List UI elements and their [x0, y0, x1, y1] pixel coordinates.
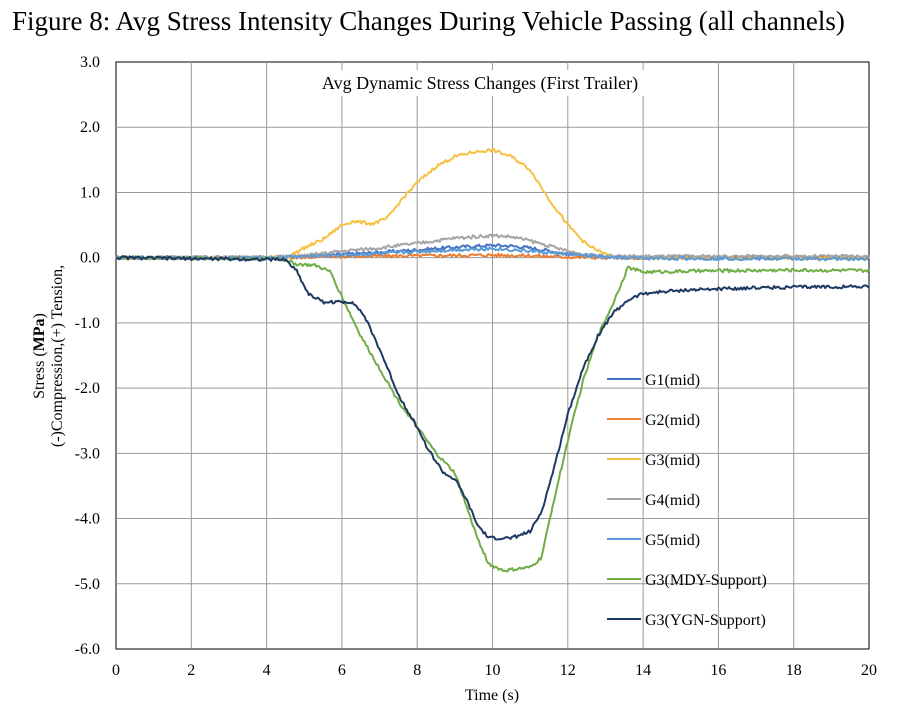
series-layer [115, 148, 870, 573]
x-axis-label: Time (s) [465, 687, 519, 704]
x-tick-label: 12 [560, 662, 576, 679]
legend-label: G3(mid) [645, 452, 700, 469]
legend-label: G3(MDY-Support) [645, 572, 767, 589]
legend-label: G5(mid) [645, 532, 700, 549]
x-tick-label: 6 [338, 662, 346, 679]
legend-label: G4(mid) [645, 492, 700, 509]
x-tick-label: 0 [112, 662, 120, 679]
figure-title: Figure 8: Avg Stress Intensity Changes D… [12, 6, 845, 36]
y-tick-label: -2.0 [75, 380, 100, 397]
x-tick-label: 4 [263, 662, 271, 679]
x-tick-label: 10 [485, 662, 501, 679]
y-tick-label: -1.0 [75, 315, 100, 332]
y-tick-label: -6.0 [75, 641, 100, 658]
plot-title: Avg Dynamic Stress Changes (First Traile… [322, 73, 638, 94]
y-tick-label: 3.0 [80, 54, 100, 71]
legend-label: G3(YGN-Support) [645, 612, 766, 629]
y-axis-label-line2: (-)Compression,(+) Tension, [49, 265, 66, 447]
x-tick-label: 8 [413, 662, 421, 679]
y-tick-label: -4.0 [75, 511, 100, 528]
x-axis-ticks: 0 2 4 6 8 10 12 14 16 18 20 [112, 662, 877, 679]
y-axis-ticks: 3.0 2.0 1.0 0.0 -1.0 -2.0 -3.0 -4.0 -5.0 -6.0 [75, 54, 100, 658]
legend-label: G1(mid) [645, 372, 700, 389]
y-tick-label: 2.0 [80, 119, 100, 136]
x-tick-label: 20 [861, 662, 877, 679]
series-line-6 [115, 255, 870, 541]
y-axis-label-line1: Stress (MPa) [31, 313, 48, 399]
y-tick-label: -5.0 [75, 576, 100, 593]
y-tick-label: 1.0 [80, 184, 100, 201]
grid-lines [116, 62, 869, 649]
legend: G1(mid) G2(mid) G3(mid) G4(mid) G5(mid) G3(MD… [607, 372, 767, 629]
y-tick-label: -3.0 [75, 445, 100, 462]
legend-label: G2(mid) [645, 412, 700, 429]
x-tick-label: 14 [635, 662, 651, 679]
x-tick-label: 18 [786, 662, 802, 679]
x-tick-label: 2 [187, 662, 195, 679]
y-tick-label: 0.0 [80, 250, 100, 267]
x-tick-label: 16 [710, 662, 726, 679]
plot-title-background [290, 70, 690, 96]
